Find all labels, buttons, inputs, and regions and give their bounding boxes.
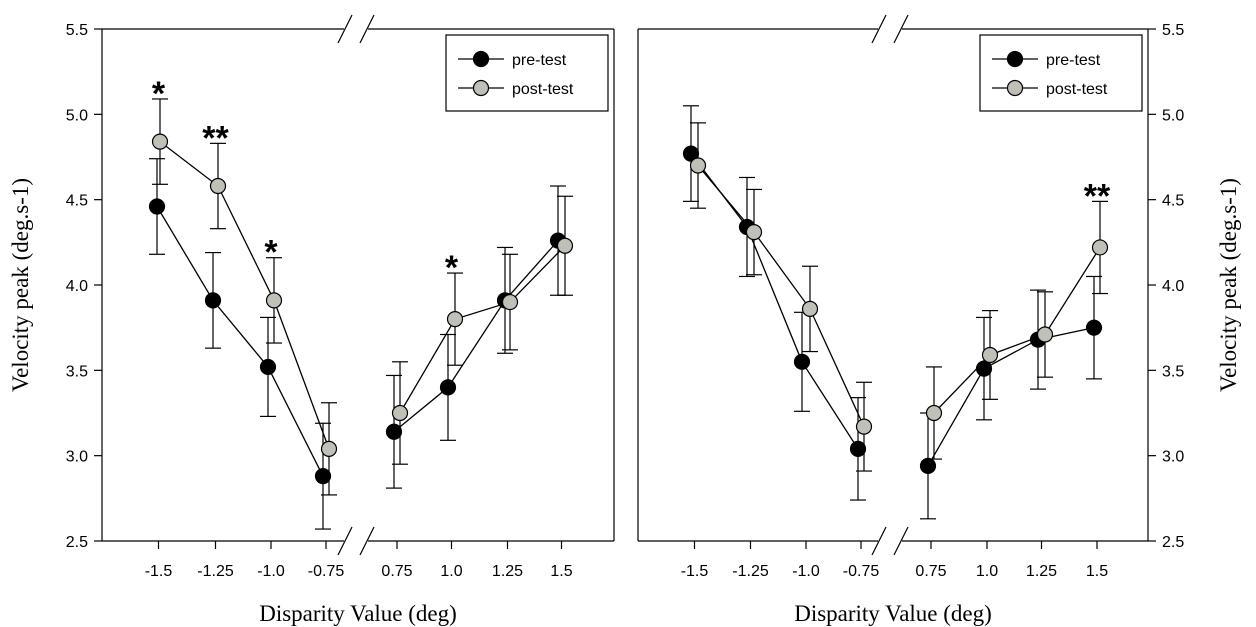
axis-break-mark: [337, 526, 353, 556]
significance-marker: **: [202, 119, 229, 157]
significance-marker: *: [152, 75, 166, 113]
data-point-post-test: [151, 133, 169, 150]
y-tick-label: 2.5: [1162, 534, 1184, 551]
axis-break-mark: [893, 14, 909, 44]
y-tick-label: 5.0: [66, 107, 88, 124]
series-line-post-test: [697, 165, 865, 427]
data-point-pre-test: [975, 360, 993, 377]
x-tick-label: -1.5: [145, 563, 173, 580]
series-line-post-test: [159, 141, 330, 450]
legend-label: pre-test: [512, 52, 567, 69]
data-point-pre-test: [148, 198, 166, 215]
x-tick-label: -0.75: [308, 563, 345, 580]
y-axis-title: Velocity peak (deg.s-1): [8, 178, 33, 392]
y-tick-label: 4.0: [66, 278, 88, 295]
legend-box: [979, 34, 1143, 112]
right-panel: 2.5 3.0 3.5 4.0 4.5 5.0 5.5 -1.5 -1.25 -1.0 -0.75 0…: [637, 14, 1241, 626]
x-tick-label: -1.5: [681, 563, 709, 580]
legend-label: post-test: [512, 81, 574, 98]
data-point-post-test: [981, 346, 999, 364]
series-line-pre-test: [927, 327, 1095, 467]
x-tick-label: -0.75: [843, 563, 880, 580]
x-tick-label: 0.75: [381, 563, 412, 580]
axis-break-mark: [337, 14, 353, 44]
x-tick-label: 1.0: [976, 563, 998, 580]
x-axis-title: Disparity Value (deg): [794, 601, 992, 626]
data-point-post-test: [925, 404, 943, 422]
data-point-post-test: [1036, 326, 1054, 343]
axis-break-mark: [871, 526, 887, 556]
data-point-post-test: [320, 440, 338, 457]
data-point-pre-test: [314, 468, 332, 485]
y-tick-label: 5.0: [1162, 107, 1184, 124]
series-line-pre-test: [690, 153, 859, 450]
data-point-pre-test: [919, 457, 937, 475]
series-line-pre-test: [393, 240, 559, 433]
series-line-post-test: [933, 247, 1101, 414]
data-point-pre-test: [259, 358, 277, 376]
legend-marker: [472, 50, 490, 68]
legend-marker: [1006, 50, 1024, 68]
data-point-post-test: [745, 223, 763, 241]
y-tick-label: 5.5: [66, 22, 88, 39]
data-point-pre-test: [849, 440, 867, 457]
data-point-post-test: [209, 177, 227, 195]
data-point-pre-test: [385, 423, 403, 440]
data-point-post-test: [446, 311, 464, 328]
axis-break-mark: [359, 14, 375, 44]
y-axis-title: Velocity peak (deg.s-1): [1216, 178, 1241, 392]
x-tick-label: 0.75: [915, 563, 946, 580]
legend-marker: [472, 79, 490, 97]
y-tick-label: 3.0: [66, 449, 88, 466]
data-point-pre-test: [204, 292, 222, 309]
x-tick-label: 1.5: [1086, 563, 1108, 580]
x-tick-label: -1.25: [197, 563, 234, 580]
data-point-post-test: [391, 404, 409, 422]
x-tick-label: -1.0: [257, 563, 285, 580]
data-point-post-test: [1091, 239, 1109, 256]
significance-marker: *: [445, 249, 459, 287]
legend-label: post-test: [1046, 81, 1108, 98]
y-tick-label: 5.5: [1162, 22, 1184, 39]
data-point-post-test: [855, 418, 873, 435]
data-point-post-test: [801, 300, 819, 317]
axis-break-mark: [893, 526, 909, 556]
y-tick-label: 4.5: [1162, 193, 1184, 210]
series-line-post-test: [399, 245, 566, 414]
data-point-pre-test: [793, 353, 811, 370]
x-axis-title: Disparity Value (deg): [259, 601, 457, 626]
y-tick-label: 4.5: [66, 193, 88, 210]
series-line-pre-test: [156, 206, 324, 477]
axis-break-mark: [871, 14, 887, 44]
data-point-pre-test: [1085, 319, 1103, 336]
x-tick-label: 1.25: [1026, 563, 1057, 580]
legend-label: pre-test: [1046, 52, 1101, 69]
data-point-post-test: [689, 157, 707, 174]
significance-marker: *: [264, 234, 278, 272]
y-tick-label: 4.0: [1162, 278, 1184, 295]
x-tick-label: 1.5: [550, 563, 572, 580]
data-point-post-test: [556, 237, 574, 254]
x-tick-label: 1.25: [492, 563, 523, 580]
data-point-post-test: [265, 292, 283, 309]
x-tick-label: -1.0: [792, 563, 820, 580]
left-panel: 2.5 3.0 3.5 4.0 4.5 5.0 5.5 -1.5 -1.25 -1.0 -0.75 0…: [8, 14, 615, 626]
y-tick-label: 3.0: [1162, 449, 1184, 466]
x-tick-label: 1.0: [440, 563, 462, 580]
data-point-pre-test: [439, 379, 457, 396]
significance-marker: **: [1084, 177, 1111, 215]
data-point-post-test: [501, 293, 519, 311]
y-tick-label: 2.5: [66, 534, 88, 551]
axis-break-mark: [359, 526, 375, 556]
legend-marker: [1006, 79, 1024, 97]
legend-box: [445, 34, 609, 112]
x-tick-label: -1.25: [732, 563, 769, 580]
y-tick-label: 3.5: [1162, 363, 1184, 380]
data-point-pre-test: [682, 145, 700, 162]
y-tick-label: 3.5: [66, 363, 88, 380]
